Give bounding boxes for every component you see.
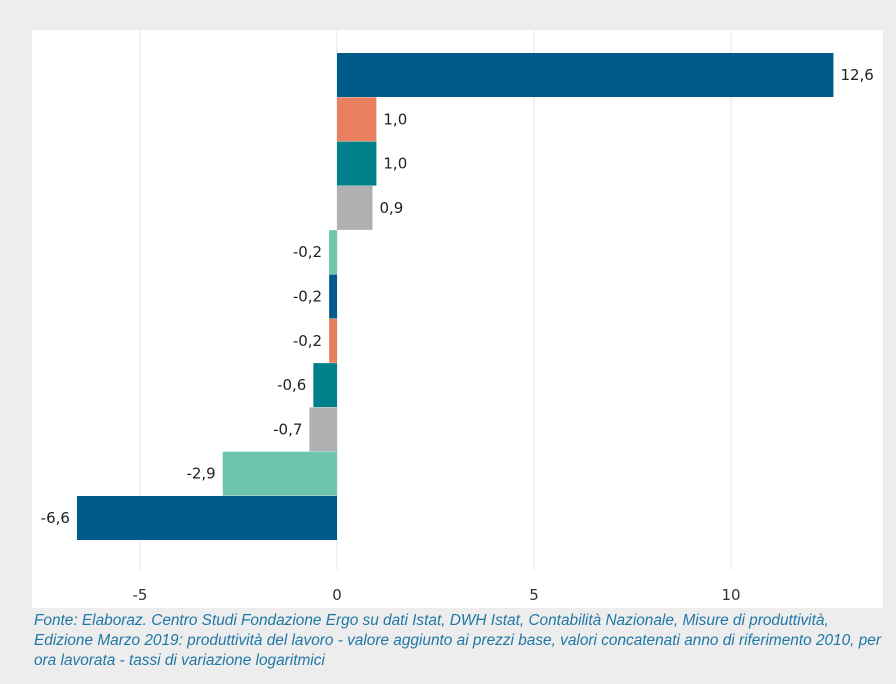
bars	[76, 53, 834, 540]
bar-value-label: 12,6	[840, 66, 873, 84]
bar	[337, 185, 373, 230]
bar-value-label: -0,2	[293, 288, 322, 306]
x-tick-label: 0	[332, 586, 342, 604]
x-tick-label: -5	[133, 586, 148, 604]
bar	[329, 318, 337, 363]
bar-value-label: -2,9	[186, 465, 215, 483]
bar-value-label: 0,9	[379, 199, 403, 217]
bar-value-label: -0,7	[273, 420, 302, 438]
x-axis-ticks: -5 0 5 10	[133, 586, 741, 604]
bar-value-label: 1,0	[383, 110, 407, 128]
bar	[329, 274, 337, 319]
bar	[337, 141, 377, 186]
bar	[313, 363, 337, 408]
bar-value-label: 1,0	[383, 155, 407, 173]
bar	[329, 230, 337, 275]
bar	[309, 407, 337, 452]
x-tick-label: 10	[721, 586, 740, 604]
bar	[76, 496, 338, 540]
bar-value-label: -6,6	[41, 509, 70, 527]
source-footnote: Fonte: Elaboraz. Centro Studi Fondazione…	[34, 612, 881, 669]
bar	[222, 451, 337, 496]
bar	[337, 53, 834, 97]
data-labels: 12,6 1,0 1,0 0,9 -0,2 -0,2 -0,2 -0,6 -0,7 -2,9 -6,…	[41, 66, 874, 527]
bar-value-label: -0,6	[277, 376, 306, 394]
bar-value-label: -0,2	[293, 332, 322, 350]
bar-value-label: -0,2	[293, 243, 322, 261]
bar	[337, 97, 377, 142]
x-tick-label: 5	[529, 586, 539, 604]
